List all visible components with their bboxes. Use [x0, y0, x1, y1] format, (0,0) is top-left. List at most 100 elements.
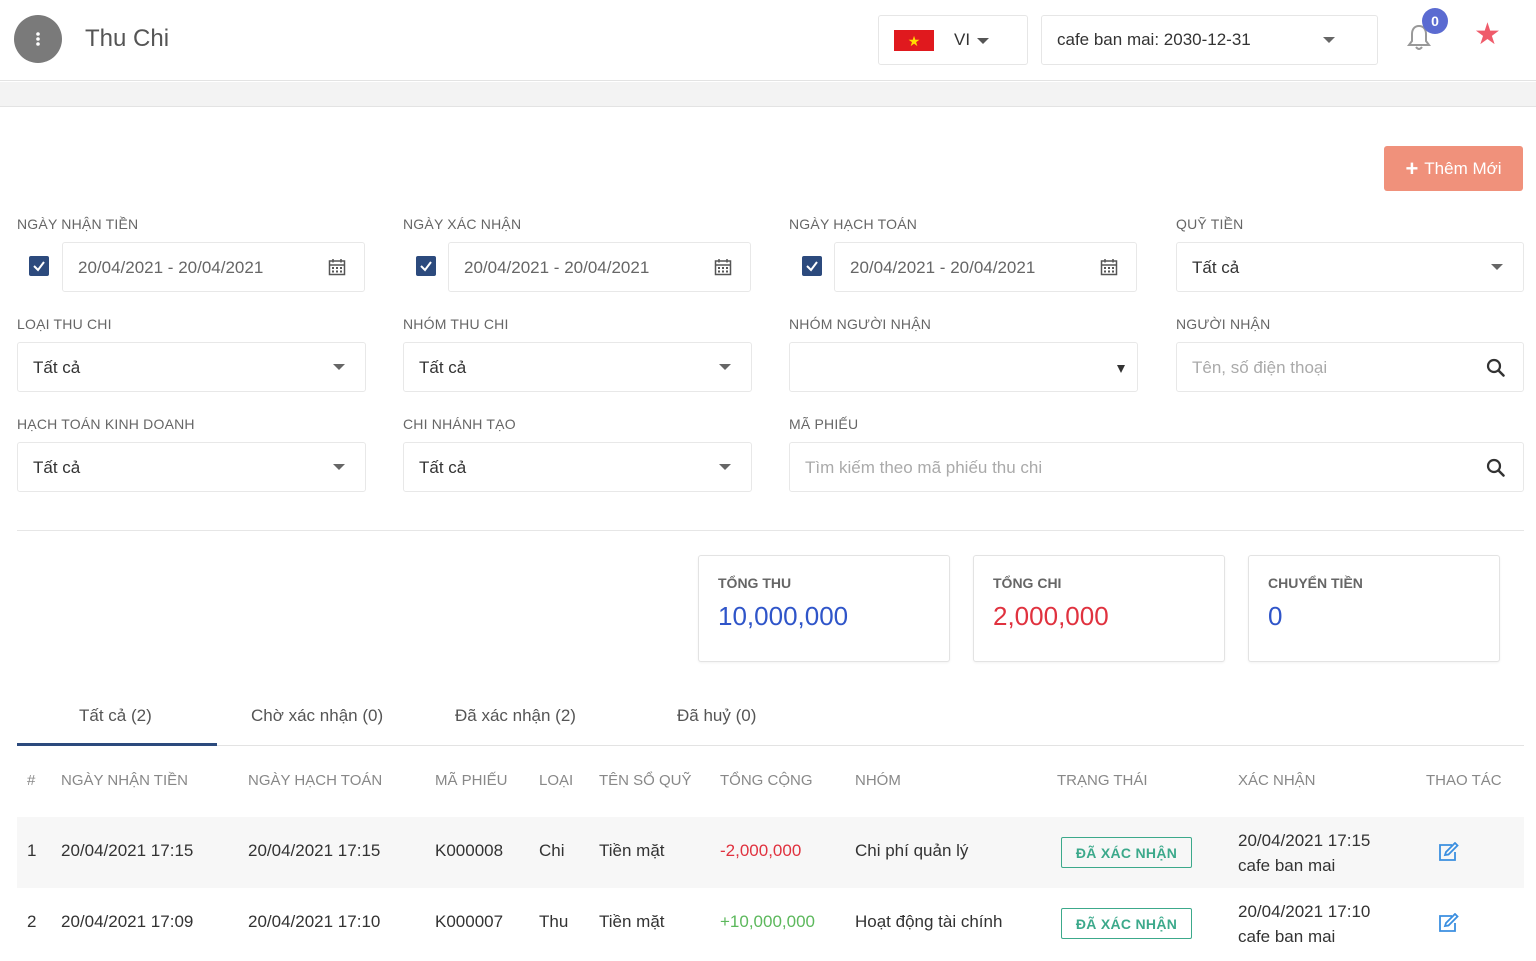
search-icon[interactable]	[1486, 458, 1505, 477]
so-quy-cell: Tiền mặt	[599, 841, 665, 860]
search-placeholder: Tìm kiếm theo mã phiếu thu chi	[805, 458, 1043, 477]
add-new-button[interactable]: + Thêm Mới	[1384, 146, 1523, 191]
ngay-hach-toan-cell: 20/04/2021 17:10	[248, 912, 381, 931]
date-range-value: 20/04/2021 - 20/04/2021	[464, 258, 650, 277]
filter-label-chi-nhanh-tao: CHI NHÁNH TẠO	[403, 416, 516, 432]
quy-tien-select[interactable]: Tất cả	[1176, 242, 1524, 292]
xac-nhan-time: 20/04/2021 17:15	[1238, 831, 1371, 850]
app-header: Thu Chi ★ VI cafe ban mai: 2030-12-31 0 …	[0, 0, 1536, 81]
nguoi-nhan-search[interactable]: Tên, số điện thoại	[1176, 342, 1524, 392]
chevron-down-icon	[1117, 365, 1125, 373]
store-select[interactable]: cafe ban mai: 2030-12-31	[1041, 15, 1378, 65]
edit-icon[interactable]	[1437, 913, 1459, 933]
check-icon	[33, 261, 45, 272]
chevron-down-icon	[1323, 37, 1335, 43]
tab-confirmed[interactable]: Đã xác nhận (2)	[455, 706, 576, 725]
check-icon	[806, 261, 818, 272]
xac-nhan-cell: 20/04/2021 17:10 cafe ban mai	[1238, 899, 1370, 949]
ma-phieu-search[interactable]: Tìm kiếm theo mã phiếu thu chi	[789, 442, 1524, 492]
ngay-nhan-tien-date-range[interactable]: 20/04/2021 - 20/04/2021	[62, 242, 365, 292]
so-quy-cell: Tiền mặt	[599, 912, 665, 931]
summary-card-chuyen-tien: CHUYỂN TIỀN 0	[1248, 555, 1500, 662]
select-value: Tất cả	[419, 358, 467, 377]
notification-badge: 0	[1422, 8, 1448, 34]
chevron-down-icon	[333, 364, 345, 370]
star-icon[interactable]: ★	[1474, 18, 1501, 51]
language-select[interactable]: ★ VI	[878, 15, 1028, 65]
ngay-nhan-tien-cell: 20/04/2021 17:15	[61, 841, 194, 860]
column-header: NHÓM	[855, 772, 901, 789]
ngay-xac-nhan-date-range[interactable]: 20/04/2021 - 20/04/2021	[448, 242, 751, 292]
summary-label: TỔNG THU	[718, 575, 792, 591]
table-header: # NGÀY NHẬN TIỀN NGÀY HẠCH TOÁN MÃ PHIẾU…	[17, 757, 1524, 805]
ngay-xac-nhan-checkbox[interactable]	[416, 256, 436, 276]
xac-nhan-by: cafe ban mai	[1238, 927, 1336, 946]
ma-phieu-cell[interactable]: K000007	[435, 912, 504, 931]
summary-card-tong-thu: TỔNG THU 10,000,000	[698, 555, 950, 662]
store-label: cafe ban mai: 2030-12-31	[1057, 30, 1251, 49]
calendar-icon	[714, 259, 732, 276]
plus-icon: +	[1405, 155, 1419, 181]
status-tabs: Tất cả (2) Chờ xác nhận (0) Đã xác nhận …	[17, 690, 1524, 746]
row-index: 1	[27, 841, 37, 860]
filter-label-nhom-thu-chi: NHÓM THU CHI	[403, 316, 509, 332]
chi-nhanh-tao-select[interactable]: Tất cả	[403, 442, 752, 492]
column-header: TRẠNG THÁI	[1057, 772, 1148, 789]
xac-nhan-by: cafe ban mai	[1238, 856, 1336, 875]
xac-nhan-time: 20/04/2021 17:10	[1238, 902, 1371, 921]
language-label: VI	[954, 30, 971, 49]
column-header: TÊN SỔ QUỸ	[599, 772, 692, 789]
ma-phieu-cell[interactable]: K000008	[435, 841, 504, 860]
calendar-icon	[328, 259, 346, 276]
summary-label: TỔNG CHI	[993, 575, 1062, 591]
tab-pending[interactable]: Chờ xác nhận (0)	[251, 706, 384, 725]
ngay-nhan-tien-cell: 20/04/2021 17:09	[61, 912, 194, 931]
search-icon[interactable]	[1486, 358, 1505, 377]
date-range-value: 20/04/2021 - 20/04/2021	[78, 258, 264, 277]
table-row[interactable]: 2 20/04/2021 17:09 20/04/2021 17:10 K000…	[17, 888, 1524, 959]
chevron-down-icon	[719, 364, 731, 370]
status-badge: ĐÃ XÁC NHẬN	[1061, 908, 1192, 939]
loai-cell: Chi	[539, 841, 565, 860]
chevron-down-icon	[719, 464, 731, 470]
loai-thu-chi-select[interactable]: Tất cả	[17, 342, 366, 392]
ngay-hach-toan-date-range[interactable]: 20/04/2021 - 20/04/2021	[834, 242, 1137, 292]
summary-value: 2,000,000	[993, 601, 1109, 631]
ngay-hach-toan-checkbox[interactable]	[802, 256, 822, 276]
column-header: TỔNG CỘNG	[720, 772, 813, 789]
filter-label-ma-phieu: MÃ PHIẾU	[789, 416, 859, 432]
menu-button[interactable]	[14, 15, 62, 63]
ngay-nhan-tien-checkbox[interactable]	[29, 256, 49, 276]
select-value: Tất cả	[419, 458, 467, 477]
select-value: Tất cả	[33, 358, 81, 377]
select-value: Tất cả	[33, 458, 81, 477]
tong-cong-cell: -2,000,000	[720, 841, 802, 860]
tab-all[interactable]: Tất cả (2)	[79, 706, 152, 725]
search-placeholder: Tên, số điện thoại	[1192, 358, 1328, 377]
column-header: LOẠI	[539, 772, 574, 789]
loai-cell: Thu	[539, 912, 569, 931]
add-new-label: Thêm Mới	[1424, 158, 1502, 178]
edit-icon[interactable]	[1437, 842, 1459, 862]
filter-label-quy-tien: QUỸ TIỀN	[1176, 216, 1244, 232]
nhom-thu-chi-select[interactable]: Tất cả	[403, 342, 752, 392]
column-header: THAO TÁC	[1426, 772, 1502, 789]
vietnam-flag-icon: ★	[894, 30, 934, 51]
hach-toan-kinh-doanh-select[interactable]: Tất cả	[17, 442, 366, 492]
filter-label-ngay-xac-nhan: NGÀY XÁC NHẬN	[403, 216, 522, 232]
chevron-down-icon	[977, 38, 989, 44]
column-header: #	[27, 772, 36, 789]
filter-label-nhom-nguoi-nhan: NHÓM NGƯỜI NHẬN	[789, 316, 932, 332]
column-header: NGÀY HẠCH TOÁN	[248, 772, 383, 789]
header-band	[0, 82, 1536, 107]
table-row[interactable]: 1 20/04/2021 17:15 20/04/2021 17:15 K000…	[17, 817, 1524, 888]
chevron-down-icon	[1491, 264, 1503, 270]
section-divider	[17, 530, 1524, 531]
filter-label-ngay-hach-toan: NGÀY HẠCH TOÁN	[789, 216, 918, 232]
nhom-nguoi-nhan-select[interactable]	[789, 342, 1138, 392]
column-header: MÃ PHIẾU	[435, 772, 508, 789]
check-icon	[420, 261, 432, 272]
summary-value: 10,000,000	[718, 601, 849, 631]
active-tab-indicator	[17, 743, 217, 746]
tab-cancelled[interactable]: Đã huỷ (0)	[677, 706, 757, 725]
